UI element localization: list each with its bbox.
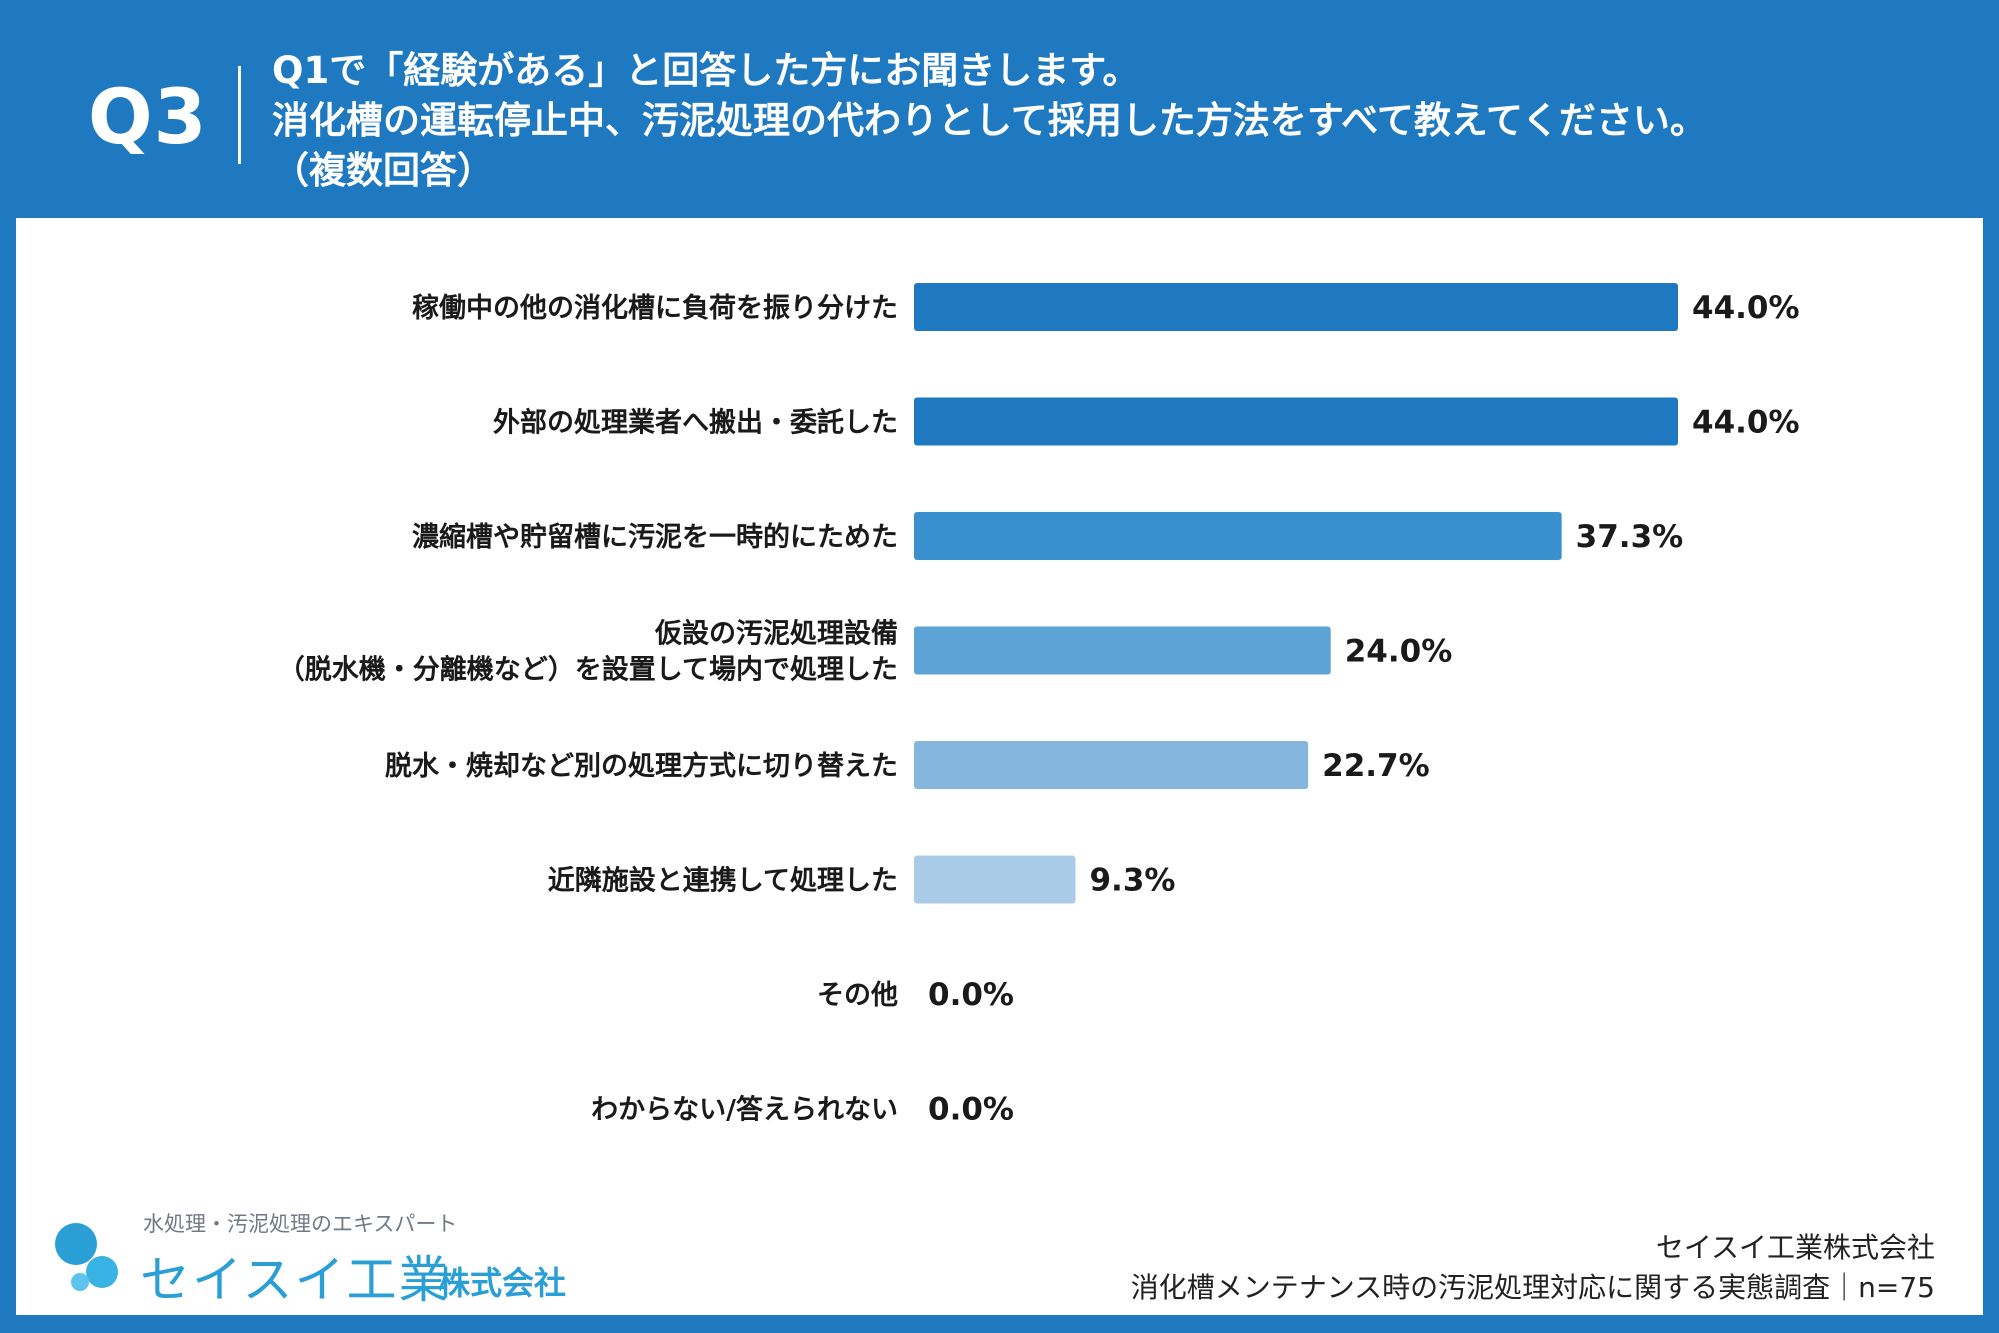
footer-survey: 消化槽メンテナンス時の汚泥処理対応に関する実態調査｜n=75 [1130,1271,1935,1304]
category-label-8: わからない/答えられない [591,1094,898,1126]
header-divider [238,66,241,164]
category-label-line: わからない/答えられない [591,1094,898,1126]
value-label-6: 9.3% [1089,863,1175,899]
category-label-3: 濃縮槽や貯留槽に汚泥を一時的にためた [412,521,898,553]
category-label-2: 外部の処理業者へ搬出・委託した [493,407,898,439]
value-label-4: 24.0% [1345,634,1453,670]
category-label-line: 稼働中の他の消化槽に負荷を振り分けた [412,293,898,324]
value-label-7: 0.0% [928,977,1014,1013]
category-label-line: 近隣施設と連携して処理した [548,865,898,897]
category-label-line: 脱水・焼却など別の処理方式に切り替えた [385,750,898,782]
category-label-5: 脱水・焼却など別の処理方式に切り替えた [385,750,898,782]
footer-company: セイスイ工業株式会社 [1655,1231,1935,1264]
question-line-3: （複数回答） [272,149,494,192]
bar-6 [914,855,1076,904]
value-label-2: 44.0% [1692,405,1800,441]
category-label-line: 濃縮槽や貯留槽に汚泥を一時的にためた [412,521,898,553]
category-label-6: 近隣施設と連携して処理した [548,865,898,897]
logo-mark-icon [55,1223,118,1291]
bar-3 [914,512,1562,560]
value-label-5: 22.7% [1322,748,1430,784]
logo-tagline: 水処理・汚泥処理のエキスパート [143,1212,458,1236]
category-label-line: その他 [817,980,898,1011]
question-line-2: 消化槽の運転停止中、汚泥処理の代わりとして採用した方法をすべて教えてください。 [272,99,1707,142]
category-label-line: 仮設の汚泥処理設備 [654,618,898,650]
category-label-1: 稼働中の他の消化槽に負荷を振り分けた [412,293,898,324]
question-text: Q1で「経験がある」と回答した方にお聞きします。 消化槽の運転停止中、汚泥処理の… [272,46,1707,196]
category-label-7: その他 [817,980,898,1011]
category-label-line: 外部の処理業者へ搬出・委託した [493,407,898,439]
value-label-3: 37.3% [1576,519,1684,555]
value-label-8: 0.0% [928,1092,1014,1128]
category-label-line: （脱水機・分離機など）を設置して場内で処理した [278,654,898,686]
value-label-1: 44.0% [1692,290,1800,326]
category-label-4: 仮設の汚泥処理設備 （脱水機・分離機など）を設置して場内で処理した [278,618,898,686]
bar-1 [914,283,1678,331]
logo-name: セイスイ工業 [140,1251,451,1309]
question-number: Q3 [88,72,208,161]
logo-suffix: 株式会社 [438,1264,567,1302]
bar-2 [914,397,1678,446]
question-line-1: Q1で「経験がある」と回答した方にお聞きします。 [272,49,1140,92]
bar-5 [914,741,1309,789]
header-banner: Q3 Q1で「経験がある」と回答した方にお聞きします。 消化槽の運転停止中、汚泥… [0,0,1999,215]
bar-4 [914,626,1331,675]
